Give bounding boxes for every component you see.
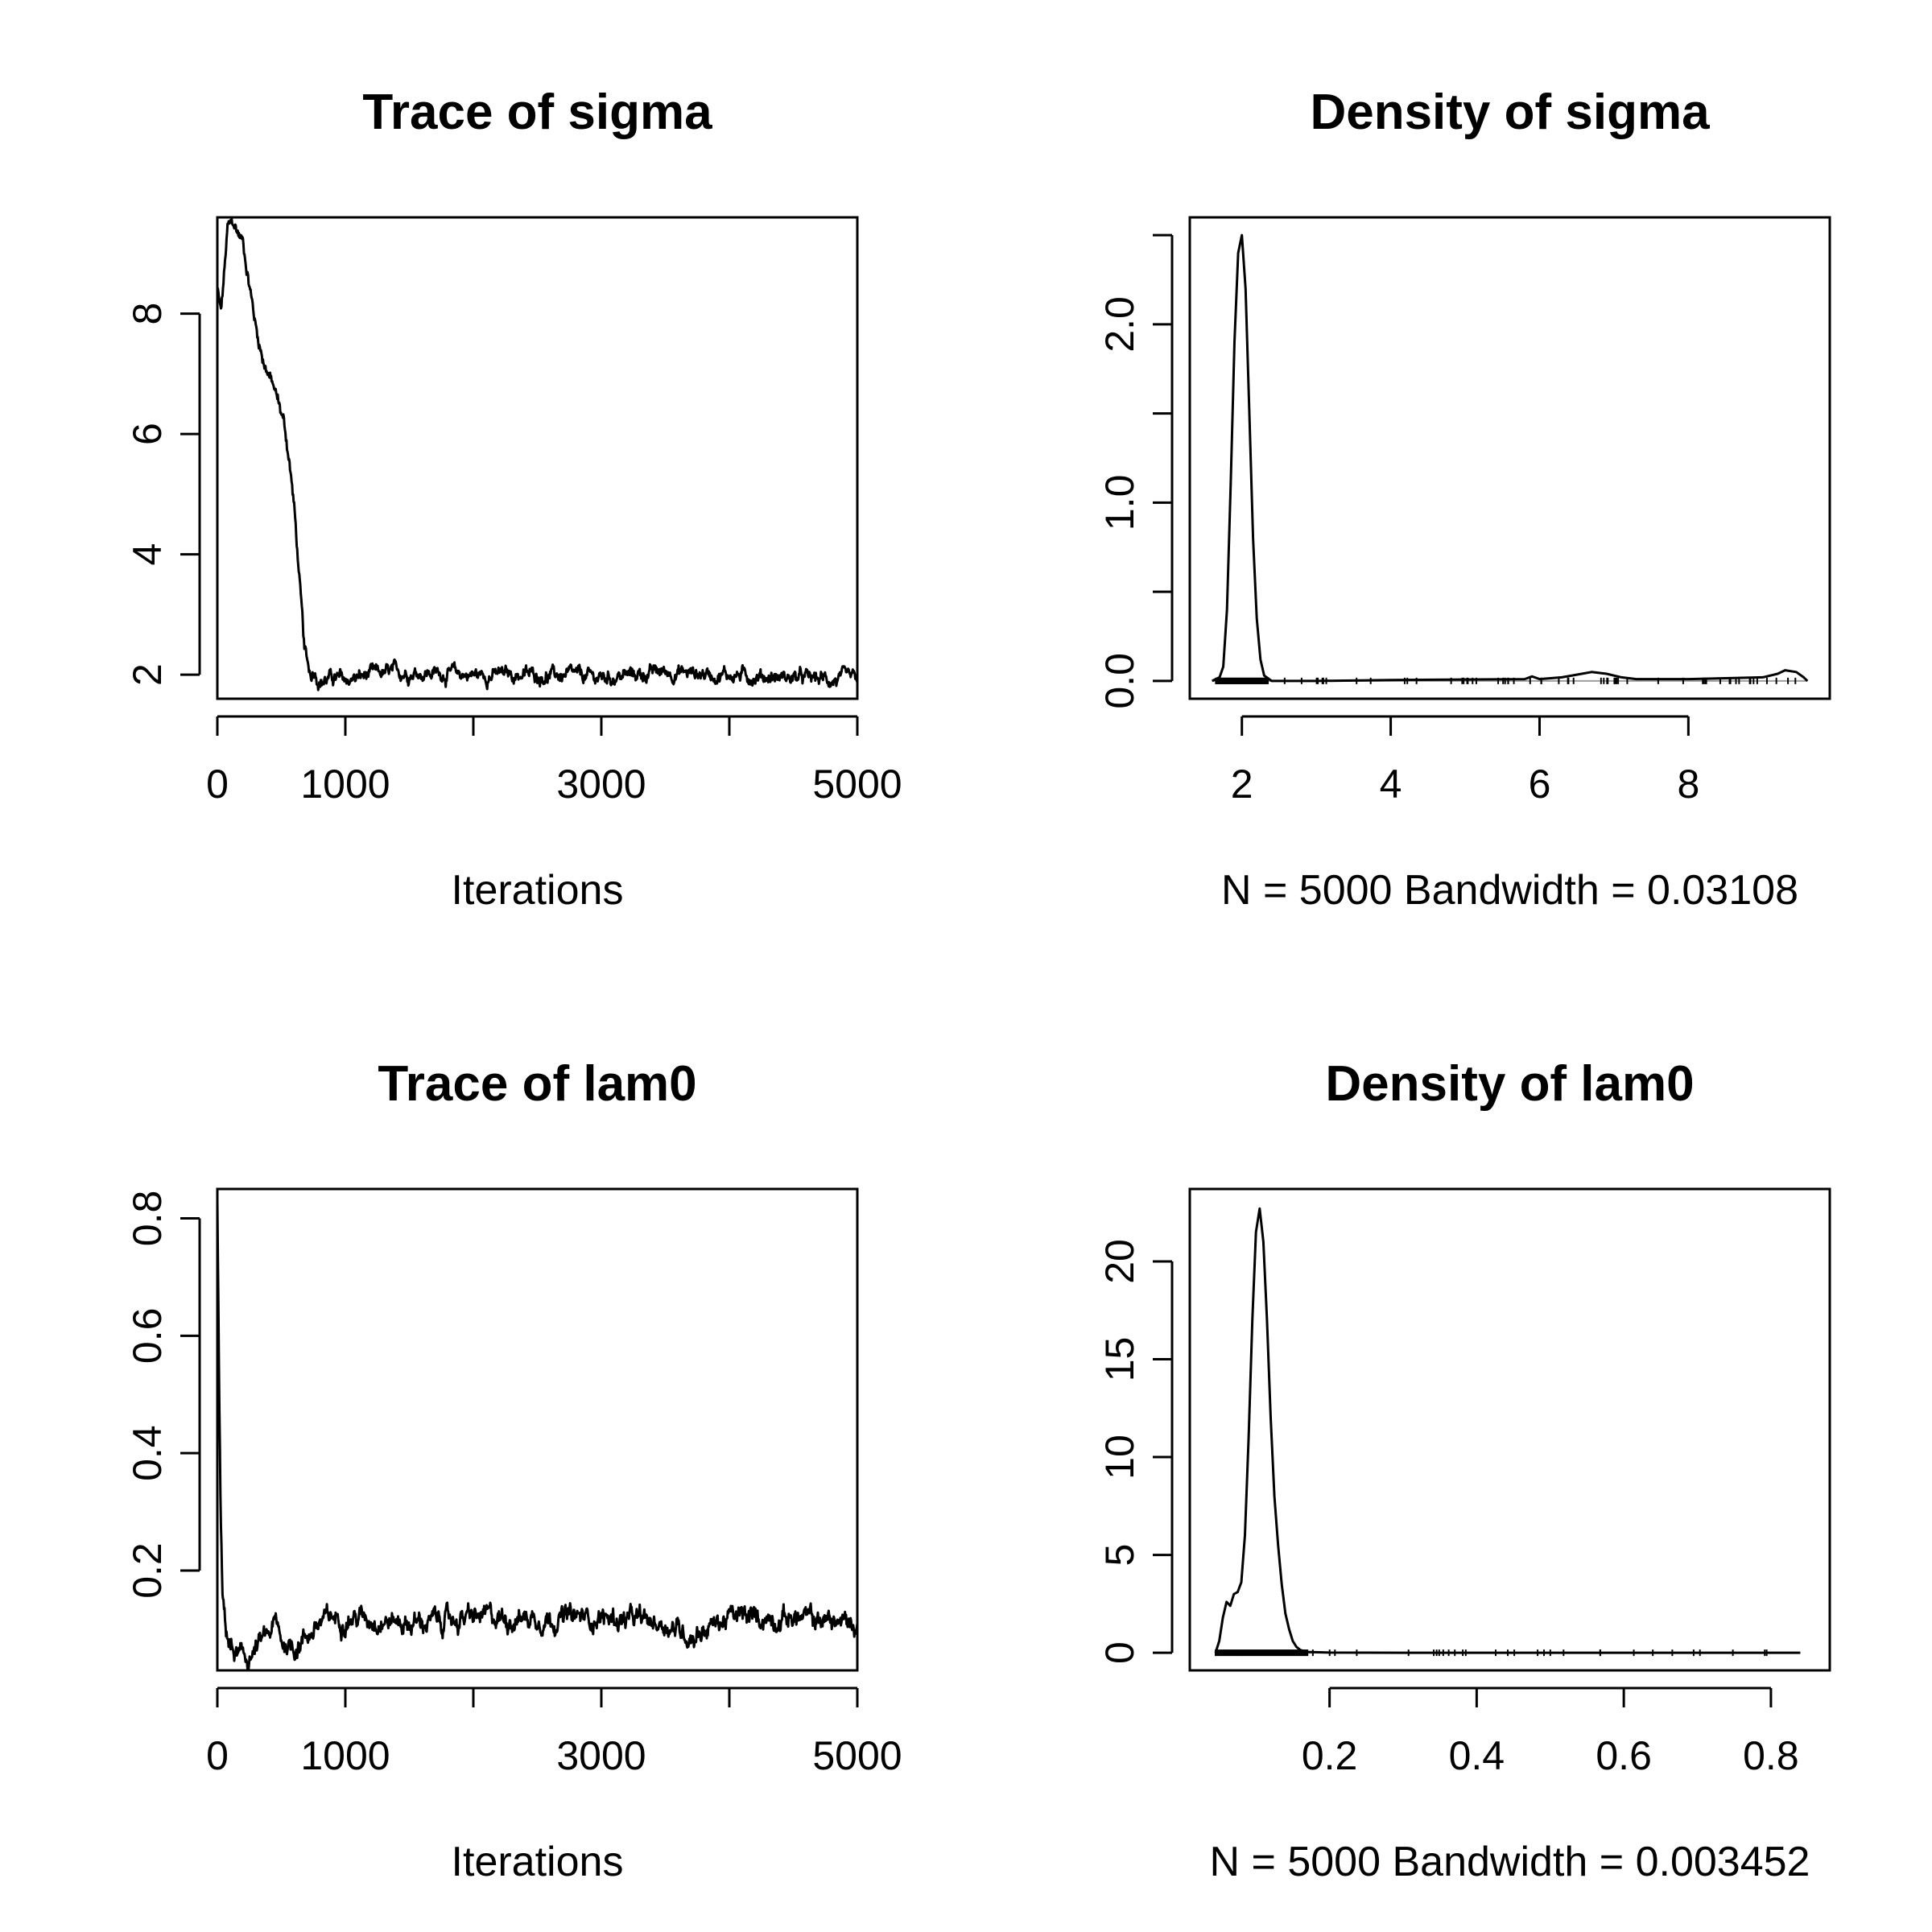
density-sigma-panel: Density of sigma N = 5000 Bandwidth = 0.0… [1097,85,1831,914]
density-sigma-rug [1215,677,1797,684]
trace-lam0-y-tick-label: 0.4 [125,1425,170,1481]
density-sigma-x-tick-label: 4 [1380,762,1402,807]
density-sigma-title: Density of sigma [1310,85,1710,140]
trace-lam0-x-tick-label: 3000 [556,1733,646,1778]
density-lam0-x-tick-label: 0.4 [1449,1733,1505,1778]
trace-sigma-y-tick-label: 2 [125,663,170,686]
density-lam0-x-tick-label: 0.8 [1743,1733,1799,1778]
trace-lam0-y-tick-label: 0.8 [125,1191,170,1247]
density-lam0-rug [1214,1649,1768,1657]
density-lam0-frame [1188,1187,1831,1672]
trace-lam0-x-tick-label: 5000 [812,1733,902,1778]
trace-lam0-series-line [216,1200,859,1670]
trace-sigma-y-tick-label: 6 [125,423,170,445]
density-sigma-y-tick-label: 1.0 [1097,475,1142,531]
density-lam0-y-tick-label: 20 [1097,1239,1142,1284]
trace-sigma-x-tick-label: 3000 [556,762,646,807]
trace-sigma-x-tick-label: 5000 [812,762,902,807]
trace-lam0-x-tick-label: 0 [206,1733,229,1778]
density-sigma-density-line [1212,233,1809,683]
trace-sigma-title: Trace of sigma [362,85,712,140]
density-sigma-x-tick-label: 8 [1677,762,1699,807]
density-lam0-y-tick-label: 0 [1097,1641,1142,1664]
density-lam0-title: Density of lam0 [1325,1056,1694,1112]
density-lam0-x-tick-label: 0.2 [1302,1733,1358,1778]
trace-sigma-y-tick-label: 8 [125,303,170,325]
trace-sigma-xlabel: Iterations [452,867,624,914]
density-lam0-density-line [1214,1207,1801,1654]
trace-sigma-frame [216,216,859,700]
density-lam0-panel: Density of lam0 N = 5000 Bandwidth = 0.00… [1097,1056,1831,1885]
density-sigma-frame [1188,216,1831,700]
density-lam0-y-tick-label: 5 [1097,1544,1142,1567]
density-lam0-y-tick-label: 15 [1097,1337,1142,1382]
density-sigma-y-tick-label: 2.0 [1097,296,1142,353]
density-sigma-xlabel: N = 5000 Bandwidth = 0.03108 [1221,867,1798,914]
trace-lam0-frame [216,1187,859,1672]
trace-sigma-series-line [216,217,859,691]
density-sigma-y-tick-label: 0.0 [1097,653,1142,709]
trace-lam0-xlabel: Iterations [452,1839,624,1885]
density-sigma-x-tick-label: 2 [1231,762,1253,807]
trace-sigma-panel: Trace of sigma Iterations 0 1000 3000 5000 2 4 6… [125,85,902,914]
trace-sigma-x-tick-label: 0 [206,762,229,807]
trace-lam0-y-tick-label: 0.6 [125,1308,170,1364]
trace-lam0-y-tick-label: 0.2 [125,1542,170,1599]
density-lam0-x-tick-label: 0.6 [1596,1733,1652,1778]
trace-lam0-title: Trace of lam0 [378,1056,696,1112]
trace-lam0-x-tick-label: 1000 [300,1733,390,1778]
trace-sigma-y-tick-label: 4 [125,543,170,566]
density-lam0-y-tick-label: 10 [1097,1435,1142,1480]
trace-sigma-x-tick-label: 1000 [300,762,390,807]
density-lam0-xlabel: N = 5000 Bandwidth = 0.003452 [1210,1839,1810,1885]
trace-lam0-panel: Trace of lam0 Iterations 0 1000 3000 5000 0.2 0… [125,1056,902,1885]
density-sigma-x-tick-label: 6 [1529,762,1551,807]
